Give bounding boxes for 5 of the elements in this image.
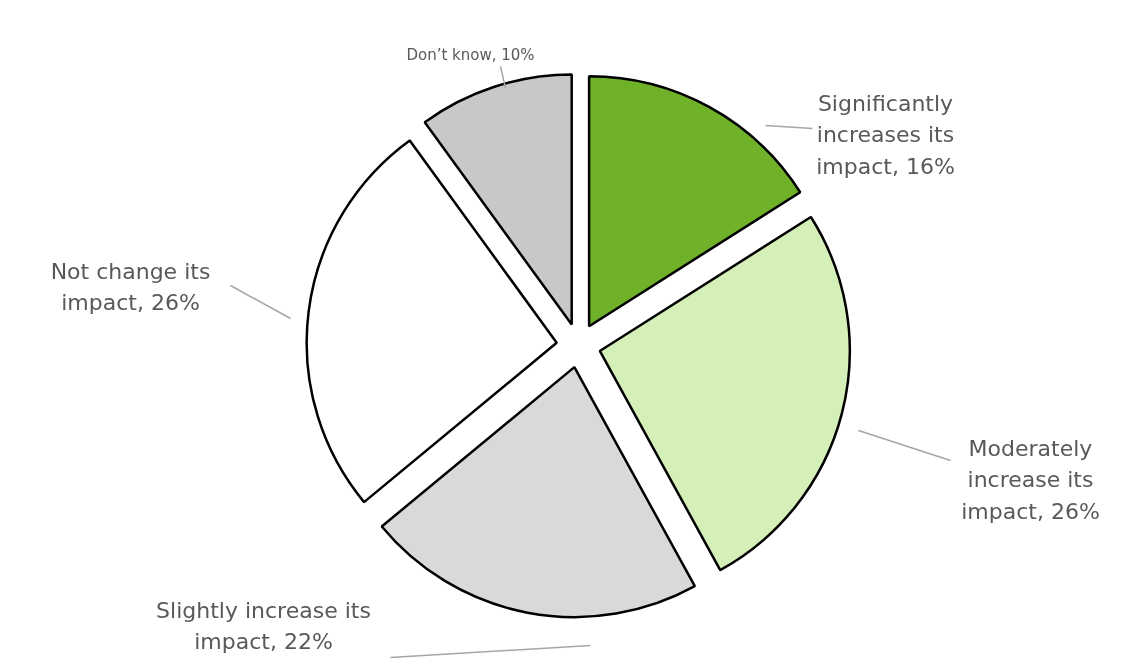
slice-label: Not change its impact, 26% [50, 258, 211, 316]
slice-label: Significantly increases its impact, 16% [816, 90, 955, 180]
slice-label: Slightly increase its impact, 22% [156, 597, 371, 655]
slice-label: Don’t know, 10% [406, 45, 535, 64]
slice-label: Moderately increase its impact, 26% [961, 435, 1100, 525]
